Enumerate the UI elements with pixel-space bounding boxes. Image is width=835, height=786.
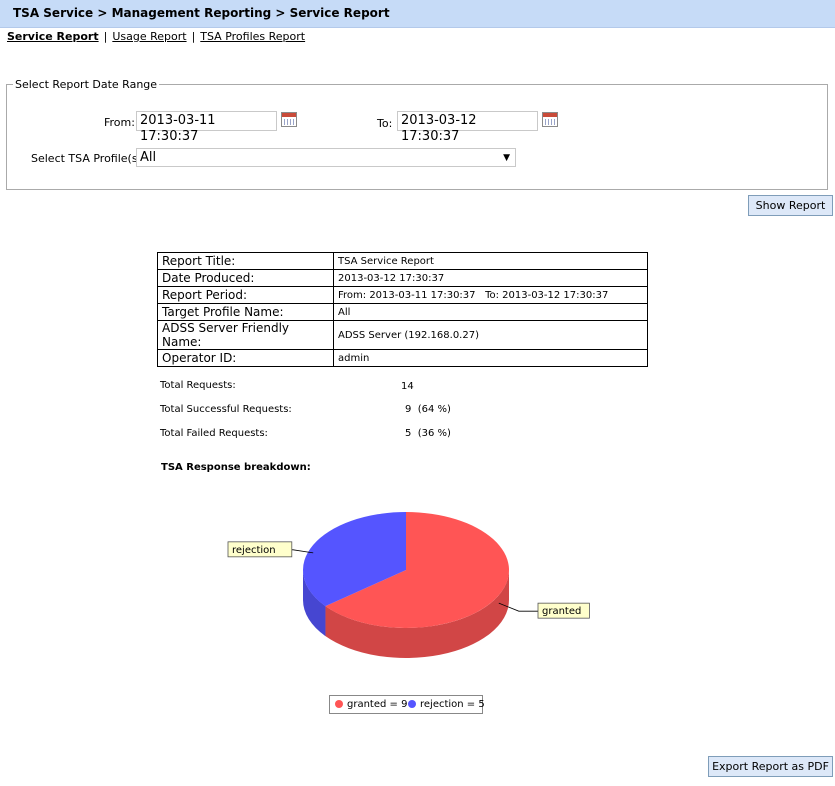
info-key: Target Profile Name:: [157, 303, 334, 321]
pie-side-granted: [325, 570, 509, 658]
table-row: ADSS Server Friendly Name: ADSS Server (1…: [157, 320, 648, 350]
stat-value: 5 (36 %): [405, 428, 451, 439]
info-key: Operator ID:: [157, 349, 334, 367]
callout-text: rejection: [232, 545, 276, 556]
response-pie-chart: granted rejection: [227, 512, 590, 658]
callout-box: [227, 541, 293, 558]
breadcrumb: TSA Service > Management Reporting > Ser…: [13, 6, 390, 20]
tab-usage-report[interactable]: Usage Report: [112, 30, 187, 43]
tab-separator: |: [191, 30, 196, 43]
pie-slice-rejection: [303, 512, 406, 607]
report-info-table: Report Title: TSA Service Report Date Pro…: [157, 252, 648, 367]
info-value: ADSS Server (192.168.0.27): [333, 320, 648, 350]
callout-text: granted: [542, 606, 581, 617]
callout-line: [291, 549, 314, 554]
table-row: Report Title: TSA Service Report: [157, 252, 648, 270]
from-date-input[interactable]: 2013-03-11 17:30:37: [136, 111, 277, 144]
info-value: admin: [333, 349, 648, 367]
chart-legend: granted = 9 rejection = 5: [329, 695, 485, 714]
tab-separator: |: [103, 30, 108, 43]
info-key: Report Period:: [157, 286, 334, 304]
profile-selected-value: All: [140, 150, 157, 165]
to-date-input[interactable]: 2013-03-12 17:30:37: [397, 111, 538, 144]
pie-slice-granted: [325, 512, 510, 628]
stat-label: Total Failed Requests:: [160, 428, 268, 439]
from-label: From:: [104, 116, 135, 129]
stat-label: Total Requests:: [160, 380, 236, 391]
info-value: TSA Service Report: [333, 252, 648, 270]
legend-label: granted = 9: [347, 699, 408, 710]
breakdown-title: TSA Response breakdown:: [161, 462, 311, 473]
breadcrumb-bar: TSA Service > Management Reporting > Ser…: [0, 0, 835, 28]
pie-label-rejection: rejection: [227, 541, 314, 558]
from-calendar-icon[interactable]: [281, 112, 297, 127]
legend-swatch: [408, 700, 416, 708]
export-pdf-button[interactable]: Export Report as PDF: [708, 756, 833, 777]
legend-item-rejection: rejection = 5: [408, 699, 485, 710]
stat-value: 14: [401, 381, 414, 392]
to-label: To:: [377, 117, 393, 130]
report-tabs: Service Report | Usage Report | TSA Profiles…: [7, 30, 305, 43]
legend-item-granted: granted = 9: [335, 699, 407, 710]
profile-select[interactable]: All ▼: [136, 148, 516, 167]
stat-label: Total Successful Requests:: [160, 404, 292, 415]
table-row: Report Period: From: 2013-03-11 17:30:37 …: [157, 286, 648, 304]
info-key: Report Title:: [157, 252, 334, 270]
info-value: From: 2013-03-11 17:30:37 To: 2013-03-12…: [333, 286, 648, 304]
info-value: 2013-03-12 17:30:37: [333, 269, 648, 287]
info-key: ADSS Server Friendly Name:: [157, 320, 334, 350]
to-calendar-icon[interactable]: [542, 112, 558, 127]
date-range-group: Select Report Date Range: [6, 78, 828, 190]
table-row: Operator ID: admin: [157, 349, 648, 367]
tab-service-report[interactable]: Service Report: [7, 30, 99, 43]
stat-value: 9 (64 %): [405, 404, 451, 415]
date-range-legend: Select Report Date Range: [15, 78, 158, 91]
info-key: Date Produced:: [157, 269, 334, 287]
table-row: Target Profile Name: All: [157, 303, 648, 321]
profile-label: Select TSA Profile(s):: [31, 152, 146, 165]
pie-side-rejection: [303, 570, 326, 637]
chevron-down-icon: ▼: [503, 153, 510, 163]
info-value: All: [333, 303, 648, 321]
table-row: Date Produced: 2013-03-12 17:30:37: [157, 269, 648, 287]
legend-swatch: [335, 700, 343, 708]
callout-box: [537, 602, 590, 619]
show-report-button[interactable]: Show Report: [748, 195, 833, 216]
pie-label-granted: granted: [498, 602, 590, 619]
callout-line: [498, 602, 538, 612]
legend-label: rejection = 5: [420, 699, 485, 710]
tab-tsa-profiles-report[interactable]: TSA Profiles Report: [200, 30, 306, 43]
